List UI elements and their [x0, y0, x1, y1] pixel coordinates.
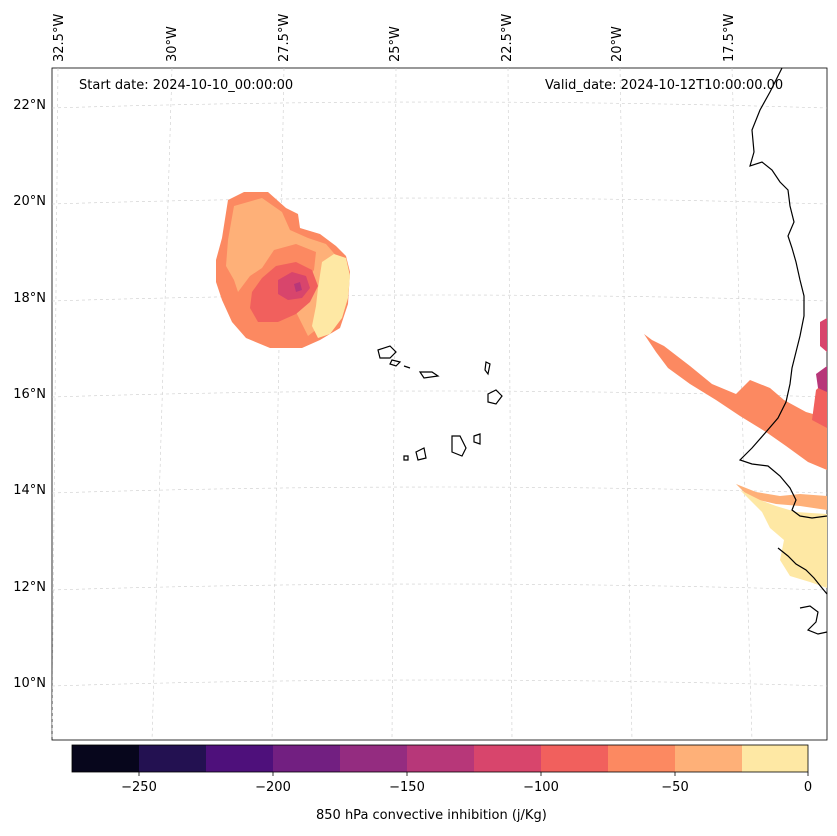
cb-tick-label-4: −100	[523, 780, 559, 795]
parallel-18n	[51, 294, 828, 302]
lon-label-30w: 30°W	[165, 26, 180, 62]
parallel-22n	[51, 101, 828, 109]
coastline	[377, 67, 828, 635]
colorbar-tickmarks	[138, 772, 809, 776]
cin-band-coastal	[644, 318, 827, 588]
lon-label-17-5w: 17.5°W	[722, 13, 737, 62]
coast-segment-bissau	[799, 605, 828, 635]
cb-tick-label-6: 0	[803, 780, 813, 795]
colorbar-bin-2	[139, 745, 206, 772]
colorbar-bin-8	[541, 745, 608, 772]
cb-tick-label-1: −250	[121, 780, 157, 795]
cin-fill-magenta	[294, 282, 302, 292]
parallel-20n	[51, 197, 828, 205]
cb-tick-label-5: −50	[661, 780, 689, 795]
africa-coast	[738, 67, 828, 519]
colorbar-title: 850 hPa convective inhibition (j/Kg)	[316, 808, 547, 823]
lat-label-12n: 12°N	[13, 580, 46, 595]
cb-tick-label-3: −150	[389, 780, 425, 795]
colorbar-bin-9	[608, 745, 675, 772]
cin-band-redorange	[812, 380, 827, 428]
lat-label-14n: 14°N	[13, 483, 46, 498]
island-fogo	[415, 447, 427, 461]
meridian-27-5w	[271, 67, 285, 741]
colorbar-bin-10	[675, 745, 742, 772]
parallel-10n	[51, 679, 828, 687]
coast-segment-south	[777, 547, 828, 595]
lon-label-22-5w: 22.5°W	[500, 13, 515, 62]
colorbar-bin-11	[742, 745, 808, 772]
parallel-14n	[51, 486, 828, 494]
colorbar	[71, 744, 809, 776]
colorbar-frame	[71, 744, 809, 773]
cin-band-lightorange	[736, 484, 827, 510]
cin-band-red	[820, 318, 827, 352]
island-maio	[473, 433, 481, 445]
lat-label-18n: 18°N	[13, 291, 46, 306]
colorbar-bin-1	[72, 745, 139, 772]
lat-label-22n: 22°N	[13, 98, 46, 113]
lon-label-27-5w: 27.5°W	[277, 13, 292, 62]
parallel-16n	[51, 390, 828, 398]
meridian-32-5w	[51, 67, 59, 741]
colorbar-bin-3	[206, 745, 273, 772]
map-frame	[51, 67, 828, 741]
island-sao-nicolau	[418, 371, 440, 379]
lat-label-20n: 20°N	[13, 194, 46, 209]
island-santiago	[451, 435, 467, 457]
lat-label-10n: 10°N	[13, 676, 46, 691]
lat-label-16n: 16°N	[13, 387, 46, 402]
valid-date-label: Valid_date: 2024-10-12T10:00:00.00	[545, 78, 784, 93]
colorbar-bin-5	[340, 745, 407, 772]
island-sao-vicente	[389, 359, 402, 367]
lon-label-20w: 20°W	[610, 26, 625, 62]
cin-fill-lightyellow	[312, 254, 350, 338]
island-santo-antao	[377, 345, 397, 359]
island-santa-luzia	[403, 365, 411, 369]
meridian-20w	[619, 67, 633, 741]
cin-fill-lightorange	[226, 198, 340, 336]
meridian-30w	[151, 67, 173, 741]
colorbar-bin-6	[407, 745, 474, 772]
cb-tick-label-2: −200	[255, 780, 291, 795]
island-boa-vista	[487, 389, 503, 405]
lon-label-32-5w: 32.5°W	[52, 13, 67, 62]
cin-fill-red	[278, 272, 310, 300]
start-date-label: Start date: 2024-10-10_00:00:00	[79, 78, 294, 93]
cin-band-yellow	[740, 490, 827, 588]
meridian-25w	[391, 67, 397, 741]
colorbar-bin-4	[273, 745, 340, 772]
island-sal	[484, 361, 491, 376]
parallel-12n	[51, 583, 828, 591]
meridian-22-5w	[507, 67, 513, 741]
cin-band-orange	[644, 334, 827, 470]
colorbar-bin-7	[474, 745, 541, 772]
graticule	[51, 67, 828, 741]
lon-label-25w: 25°W	[388, 26, 403, 62]
island-brava	[403, 455, 409, 461]
cin-band-magenta	[816, 366, 827, 392]
cin-blob-storm	[216, 192, 350, 348]
